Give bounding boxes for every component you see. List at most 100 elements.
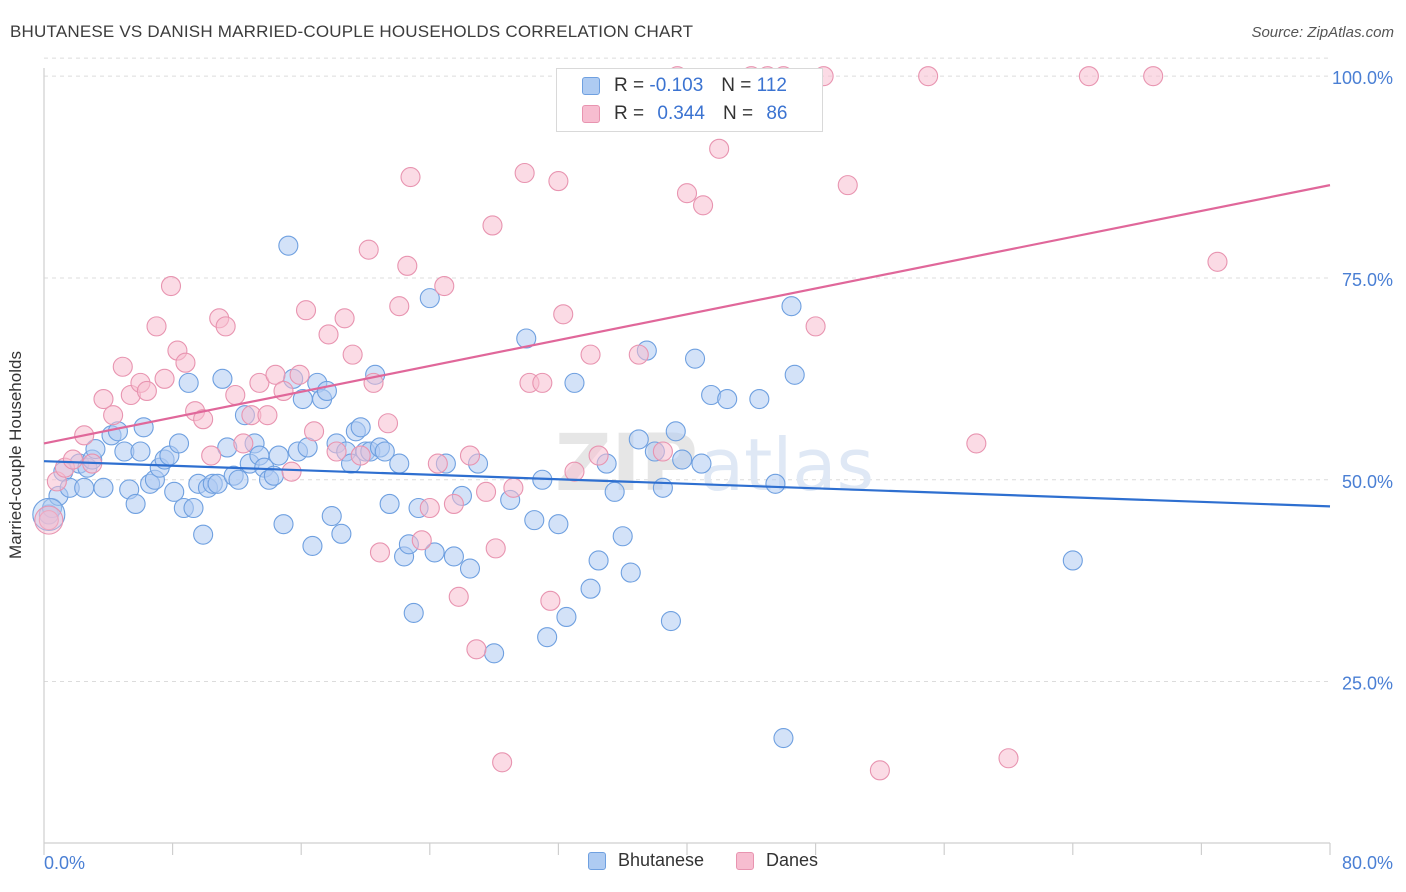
point-danes: [588, 445, 609, 466]
axes: [43, 68, 1331, 855]
point-bhutanese: [604, 481, 625, 502]
point-bhutanese: [443, 546, 464, 567]
point-danes: [201, 445, 222, 466]
point-danes: [112, 356, 133, 377]
point-bhutanese: [130, 441, 151, 462]
legend-n-value: 86: [766, 103, 788, 124]
point-danes: [485, 538, 506, 559]
point-bhutanese: [133, 417, 154, 438]
point-danes: [146, 316, 167, 337]
point-bhutanese: [548, 514, 569, 535]
point-cluster-danes: [34, 505, 64, 535]
point-bhutanese: [773, 728, 794, 749]
point-danes: [265, 364, 286, 385]
chart-title: BHUTANESE VS DANISH MARRIED-COUPLE HOUSE…: [10, 22, 694, 41]
point-danes: [281, 461, 302, 482]
point-danes: [466, 639, 487, 660]
legend-r-value: -0.103: [649, 75, 704, 96]
legend-n-label: N =: [722, 103, 754, 124]
point-danes: [482, 215, 503, 236]
point-bhutanese: [620, 562, 641, 583]
point-danes: [918, 66, 939, 87]
point-bhutanese: [302, 535, 323, 556]
point-bhutanese: [389, 453, 410, 474]
point-danes: [476, 481, 497, 502]
point-bhutanese: [588, 550, 609, 571]
point-danes: [334, 308, 355, 329]
point-danes: [709, 138, 730, 159]
point-danes: [175, 352, 196, 373]
point-danes: [419, 497, 440, 519]
legend-swatch-danes: [582, 105, 600, 123]
legend-r-label: R =: [614, 75, 645, 96]
points-bhutanese: [32, 235, 1083, 749]
point-danes: [62, 449, 83, 470]
point-bhutanese: [168, 433, 190, 454]
point-bhutanese: [164, 481, 185, 502]
point-danes: [434, 275, 455, 297]
point-danes: [233, 433, 254, 454]
legend-r-label: R =: [614, 103, 645, 124]
point-danes: [289, 364, 310, 385]
bottom-legend-label-danes: Danes: [766, 850, 819, 870]
point-danes: [1078, 66, 1099, 87]
point-danes: [869, 760, 890, 781]
point-danes: [326, 441, 347, 462]
point-bhutanese: [374, 441, 395, 462]
point-danes: [514, 162, 535, 184]
point-bhutanese: [1062, 550, 1083, 571]
point-danes: [676, 183, 698, 204]
point-danes: [389, 296, 410, 317]
point-danes: [295, 300, 317, 321]
point-danes: [358, 239, 379, 260]
point-bhutanese: [564, 372, 585, 393]
trend-line-bhutanese: [43, 460, 1331, 508]
point-danes: [411, 530, 432, 551]
point-danes: [1207, 251, 1228, 272]
point-bhutanese: [781, 296, 802, 317]
point-bhutanese: [424, 542, 445, 563]
point-bhutanese: [331, 523, 352, 544]
point-danes: [225, 384, 246, 406]
point-bhutanese: [672, 449, 693, 470]
point-danes: [136, 380, 157, 402]
point-danes: [693, 195, 714, 216]
point-danes: [553, 304, 574, 325]
point-bhutanese: [765, 473, 786, 494]
point-bhutanese: [379, 493, 400, 515]
point-bhutanese: [516, 328, 537, 349]
y-tick-labels: 25.0% 50.0% 75.0% 100.0%: [1332, 68, 1393, 693]
point-danes: [377, 413, 399, 434]
point-danes: [350, 445, 371, 466]
legend-row-bhutanese: R = -0.103 N = 112: [557, 72, 787, 100]
point-bhutanese: [419, 288, 440, 309]
point-bhutanese: [749, 388, 770, 410]
bottom-legend-danes: Danes: [736, 850, 818, 871]
watermark-atlas: atlas: [700, 423, 874, 507]
legend-n-value: 112: [756, 75, 787, 96]
x-tick-label-min: 0.0%: [44, 853, 85, 873]
point-danes: [492, 752, 513, 773]
point-bhutanese: [278, 235, 299, 256]
point-danes: [652, 441, 673, 462]
point-bhutanese: [93, 477, 114, 498]
point-danes: [564, 461, 585, 482]
point-bhutanese: [125, 493, 146, 515]
y-tick-label: 100.0%: [1332, 68, 1393, 88]
point-danes: [103, 405, 124, 426]
point-danes: [503, 477, 524, 498]
point-bhutanese: [580, 578, 601, 599]
point-danes: [443, 493, 464, 515]
point-bhutanese: [193, 524, 214, 545]
point-bhutanese: [691, 453, 712, 474]
legend-row-danes: R = 0.344 N = 86: [557, 100, 787, 128]
y-tick-label: 75.0%: [1342, 270, 1393, 290]
point-bhutanese: [660, 610, 681, 632]
point-bhutanese: [612, 526, 633, 547]
point-danes: [1143, 66, 1164, 87]
point-danes: [257, 405, 278, 426]
bottom-legend: Bhutanese Danes: [0, 850, 1406, 871]
point-danes: [249, 372, 270, 393]
point-bhutanese: [717, 388, 738, 410]
legend-box: R = -0.103 N = 112 R = 0.344 N = 86: [556, 68, 823, 132]
